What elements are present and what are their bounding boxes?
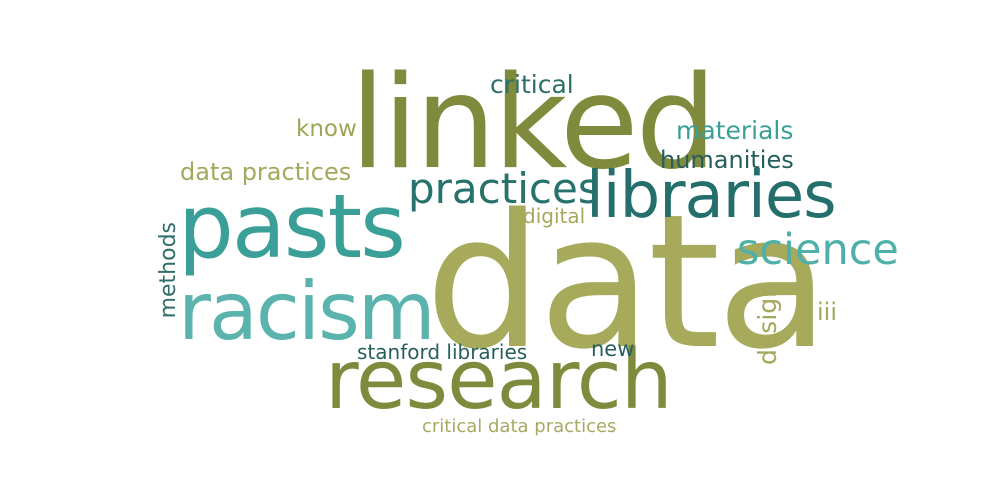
word-pasts: pasts xyxy=(178,175,406,278)
word-materials: materials xyxy=(676,116,794,145)
word-racism: racism xyxy=(178,265,436,358)
word-iii: iii xyxy=(817,298,838,326)
word-critical-data-practices: critical data practices xyxy=(422,416,617,437)
word-science: science xyxy=(737,225,899,275)
word-design: design xyxy=(753,282,782,365)
word-data-practices: data practices xyxy=(180,158,352,186)
word-critical: critical xyxy=(490,70,574,99)
word-practices: practices xyxy=(408,164,600,213)
word-libraries: libraries xyxy=(586,159,837,233)
word-humanities: humanities xyxy=(660,146,794,174)
word-linked: linked xyxy=(350,49,717,198)
word-research: research xyxy=(325,333,673,428)
word-methods: methods xyxy=(156,222,181,319)
word-new: new xyxy=(591,337,635,361)
word-data: data xyxy=(425,174,830,390)
word-stanford-libraries: stanford libraries xyxy=(357,340,528,364)
word-digital: digital xyxy=(523,204,586,228)
word-know: know xyxy=(296,116,357,142)
